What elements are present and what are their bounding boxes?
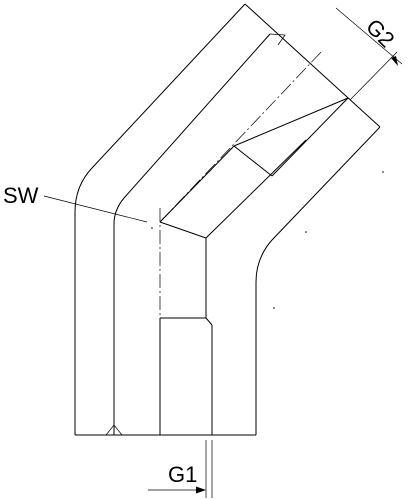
g1-callout: G1 xyxy=(148,440,213,498)
sw-label: SW xyxy=(3,183,39,208)
g1-label: G1 xyxy=(168,462,197,487)
sw-callout: SW xyxy=(3,183,148,223)
wrench-flat-contour xyxy=(105,33,286,436)
bore-contour xyxy=(159,97,349,435)
center-lines xyxy=(159,49,324,435)
g2-callout: G2 xyxy=(335,7,403,101)
g2-label: G2 xyxy=(361,14,399,52)
construction-dots xyxy=(151,171,384,309)
outer-contour xyxy=(74,3,381,436)
